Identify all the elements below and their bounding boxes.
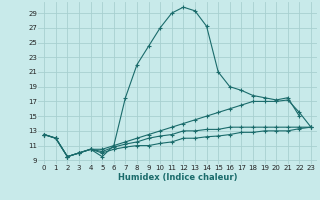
X-axis label: Humidex (Indice chaleur): Humidex (Indice chaleur) xyxy=(118,173,237,182)
